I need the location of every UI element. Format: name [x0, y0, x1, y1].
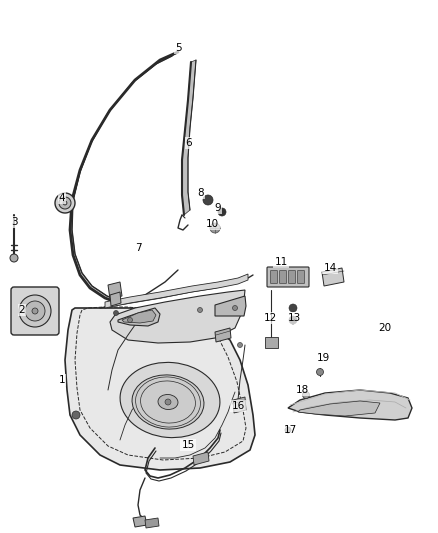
Circle shape: [198, 308, 202, 312]
Text: 12: 12: [263, 313, 277, 323]
Polygon shape: [110, 292, 121, 306]
Text: 15: 15: [181, 440, 194, 450]
Text: 10: 10: [205, 219, 219, 229]
Polygon shape: [70, 52, 178, 303]
Circle shape: [19, 295, 51, 327]
Circle shape: [127, 318, 133, 322]
Text: 11: 11: [274, 257, 288, 267]
Text: 9: 9: [215, 203, 221, 213]
Polygon shape: [288, 390, 412, 420]
Polygon shape: [118, 308, 160, 326]
FancyBboxPatch shape: [289, 271, 296, 284]
Polygon shape: [233, 397, 246, 413]
Polygon shape: [215, 296, 246, 316]
Polygon shape: [105, 274, 248, 308]
Circle shape: [303, 392, 310, 399]
Text: 4: 4: [59, 193, 65, 203]
Circle shape: [55, 193, 75, 213]
Text: 18: 18: [295, 385, 309, 395]
Ellipse shape: [120, 362, 220, 438]
FancyBboxPatch shape: [279, 271, 286, 284]
Circle shape: [59, 197, 71, 209]
Circle shape: [25, 301, 45, 321]
Text: 14: 14: [323, 263, 337, 273]
Text: 17: 17: [283, 425, 297, 435]
Text: 19: 19: [316, 353, 330, 363]
Circle shape: [10, 254, 18, 262]
FancyBboxPatch shape: [11, 287, 59, 335]
Circle shape: [210, 223, 220, 233]
Text: 6: 6: [186, 138, 192, 148]
Polygon shape: [298, 401, 380, 416]
Text: 7: 7: [135, 243, 141, 253]
Polygon shape: [110, 290, 245, 343]
Text: 8: 8: [198, 188, 204, 198]
Circle shape: [289, 316, 297, 324]
Polygon shape: [215, 328, 231, 342]
Circle shape: [317, 368, 324, 376]
Circle shape: [285, 427, 291, 433]
Circle shape: [237, 343, 243, 348]
Polygon shape: [108, 282, 122, 299]
Polygon shape: [133, 516, 147, 527]
Circle shape: [165, 399, 171, 405]
Text: 16: 16: [231, 401, 245, 411]
Circle shape: [203, 195, 213, 205]
Polygon shape: [193, 452, 209, 465]
Text: 1: 1: [59, 375, 65, 385]
Polygon shape: [265, 337, 278, 348]
Text: 3: 3: [11, 217, 18, 227]
FancyBboxPatch shape: [297, 271, 304, 284]
Text: 20: 20: [378, 323, 392, 333]
Ellipse shape: [132, 375, 204, 429]
Text: 2: 2: [19, 305, 25, 315]
Polygon shape: [182, 60, 196, 215]
Polygon shape: [122, 310, 156, 323]
Circle shape: [289, 304, 297, 312]
Circle shape: [32, 308, 38, 314]
Circle shape: [218, 208, 226, 216]
Ellipse shape: [158, 394, 178, 409]
Polygon shape: [322, 268, 344, 286]
Circle shape: [233, 305, 237, 311]
Circle shape: [113, 311, 119, 316]
Text: 13: 13: [287, 313, 300, 323]
Circle shape: [72, 411, 80, 419]
Polygon shape: [65, 308, 255, 470]
Text: 5: 5: [175, 43, 181, 53]
FancyBboxPatch shape: [271, 271, 278, 284]
FancyBboxPatch shape: [267, 267, 309, 287]
Circle shape: [63, 201, 67, 205]
Polygon shape: [145, 518, 159, 528]
